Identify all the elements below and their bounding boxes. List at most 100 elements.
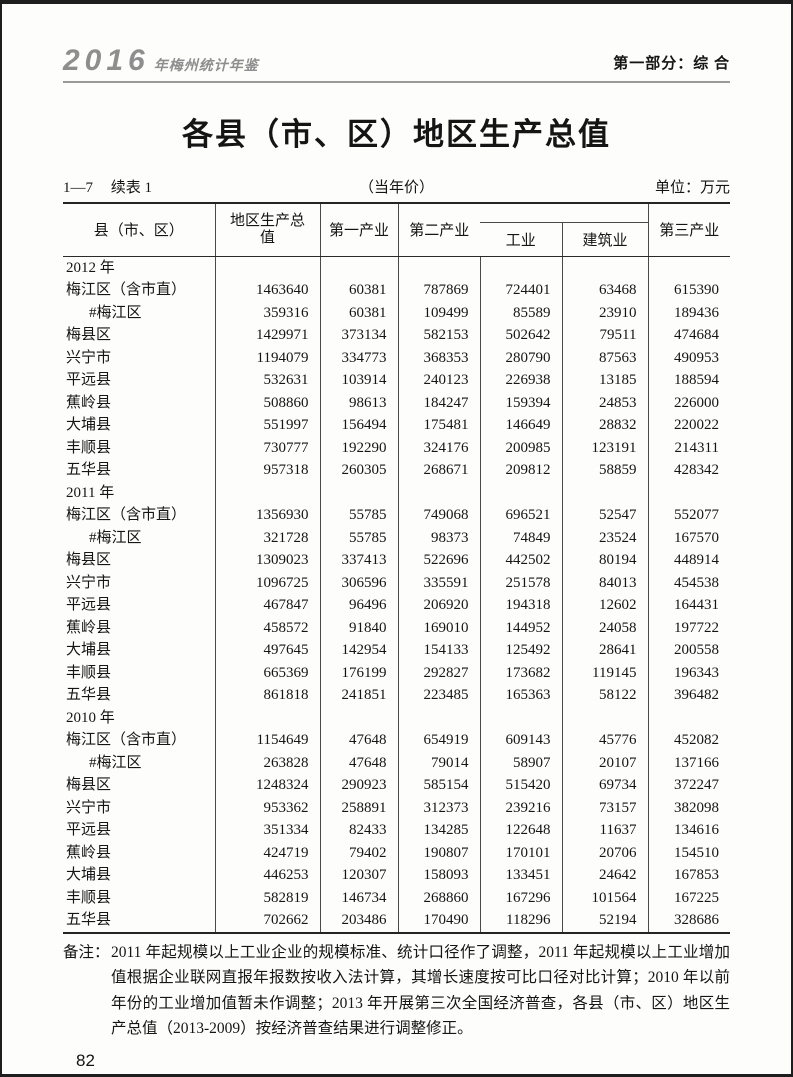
region-name: 五华县: [63, 909, 216, 933]
value-cell: 428342: [674, 462, 719, 478]
table-row: 蕉岭县 424719 79402 190807 170101 20706 154510: [63, 841, 730, 864]
region-name: 蕉岭县: [63, 616, 216, 639]
table-row: 平远县 467847 96496 206920 194318 12602 164431: [63, 594, 730, 617]
logo-suffix-text: 年梅州统计年鉴: [153, 59, 259, 74]
value-cell: 1309023: [215, 549, 321, 572]
table-row: 丰顺县 582819 146734 268860 167296 101564 167225: [63, 886, 730, 909]
value-cell: 101564: [562, 886, 649, 909]
value-cell: 702662: [215, 909, 321, 933]
value-cell: 200558: [674, 642, 719, 658]
value-cell: 144952: [480, 616, 563, 639]
value-cell: 1154649: [215, 729, 321, 752]
value-cell: 169010: [398, 616, 481, 639]
value-cell: 63468: [562, 279, 649, 302]
value-cell: 306596: [320, 571, 399, 594]
value-cell: 188594: [674, 372, 719, 388]
empty-cell: [215, 706, 321, 729]
value-cell: 133451: [480, 864, 563, 887]
value-cell: 502642: [480, 324, 563, 347]
value-cell: 609143: [480, 729, 563, 752]
section-label: 第一部分：综 合: [613, 56, 730, 72]
value-cell: 724401: [480, 279, 563, 302]
value-cell: 239216: [480, 796, 563, 819]
value-cell: 47648: [320, 751, 399, 774]
table-row: 梅江区（含市直） 1356930 55785 749068 696521 52547 552…: [63, 504, 730, 527]
page-content: 2016 年梅州统计年鉴 第一部分：综 合 各县（市、区）地区生产总值 1—7 …: [63, 4, 730, 1071]
region-name: 丰顺县: [63, 886, 216, 909]
value-cell: 382098: [674, 799, 719, 816]
value-cell: 268860: [398, 886, 481, 909]
region-name: 蕉岭县: [63, 391, 216, 414]
value-cell: 522696: [398, 549, 481, 572]
region-name: #梅江区: [63, 751, 216, 774]
value-cell: 861818: [215, 684, 321, 707]
value-cell: 552077: [674, 507, 719, 523]
value-cell: 446253: [215, 864, 321, 887]
value-cell: 474684: [674, 327, 719, 343]
region-name: 丰顺县: [63, 661, 216, 684]
value-cell: 167296: [480, 886, 563, 909]
value-cell: 13185: [562, 369, 649, 392]
value-cell: 196343: [674, 664, 719, 681]
value-cell: 84013: [562, 571, 649, 594]
value-cell: 23910: [562, 301, 649, 324]
col-header-construction: 建筑业: [562, 222, 649, 257]
value-cell: 953362: [215, 796, 321, 819]
value-cell: 1463640: [215, 279, 321, 302]
value-cell: 223485: [398, 684, 481, 707]
value-cell: 60381: [320, 279, 399, 302]
col-header-primary: 第一产业: [320, 203, 399, 257]
value-cell: 11637: [562, 819, 649, 842]
value-cell: 241851: [320, 684, 399, 707]
page-number: 82: [76, 1050, 95, 1070]
value-cell: 134285: [398, 819, 481, 842]
value-cell: 60381: [320, 301, 399, 324]
value-cell: 240123: [398, 369, 481, 392]
value-cell: 170101: [480, 841, 563, 864]
col-header-secondary: 第二产业: [398, 203, 480, 257]
value-cell: 159394: [480, 391, 563, 414]
value-cell: 47648: [320, 729, 399, 752]
year-label: 2012 年: [63, 256, 216, 279]
value-cell: 167570: [674, 529, 719, 546]
value-cell: 28641: [562, 639, 649, 662]
value-cell: 194318: [480, 594, 563, 617]
value-cell: 351334: [215, 819, 321, 842]
yearbook-logo: 2016 年梅州统计年鉴: [63, 44, 259, 78]
value-cell: 197722: [674, 619, 719, 636]
value-cell: 337413: [320, 549, 399, 572]
table-row: #梅江区 359316 60381 109499 85589 23910 189436: [63, 301, 730, 324]
value-cell: 226938: [480, 369, 563, 392]
region-name: 丰顺县: [63, 436, 216, 459]
region-name: 兴宁市: [63, 796, 216, 819]
value-cell: 55785: [320, 526, 399, 549]
region-name: 平远县: [63, 819, 216, 842]
value-cell: 214311: [674, 439, 719, 456]
footnote-label: 备注：: [63, 943, 110, 961]
value-cell: 58907: [480, 751, 563, 774]
region-name: #梅江区: [63, 526, 216, 549]
value-cell: 321728: [215, 526, 321, 549]
value-cell: 154133: [398, 639, 481, 662]
value-cell: 137166: [674, 754, 719, 771]
empty-cell: [398, 706, 481, 729]
value-cell: 324176: [398, 436, 481, 459]
table-row: 丰顺县 665369 176199 292827 173682 119145 196343: [63, 661, 730, 684]
value-cell: 167853: [674, 867, 719, 883]
table-row: 平远县 532631 103914 240123 226938 13185 188594: [63, 369, 730, 392]
value-cell: 359316: [215, 301, 321, 324]
empty-cell: [398, 481, 481, 504]
value-cell: 192290: [320, 436, 399, 459]
table-row: 兴宁市 1194079 334773 368353 280790 87563 490953: [63, 346, 730, 369]
logo-year-text: 2016: [63, 44, 150, 77]
value-cell: 280790: [480, 346, 563, 369]
col-header-industry: 工业: [480, 222, 563, 257]
value-cell: 615390: [674, 282, 719, 298]
region-name: 平远县: [63, 369, 216, 392]
value-cell: 258891: [320, 796, 399, 819]
region-name: 大埔县: [63, 864, 216, 887]
gdp-table-body: 2012 年梅江区（含市直） 1463640 60381 787869 724401 63…: [63, 256, 730, 933]
value-cell: 220022: [674, 417, 719, 433]
region-name: 梅县区: [63, 774, 216, 797]
